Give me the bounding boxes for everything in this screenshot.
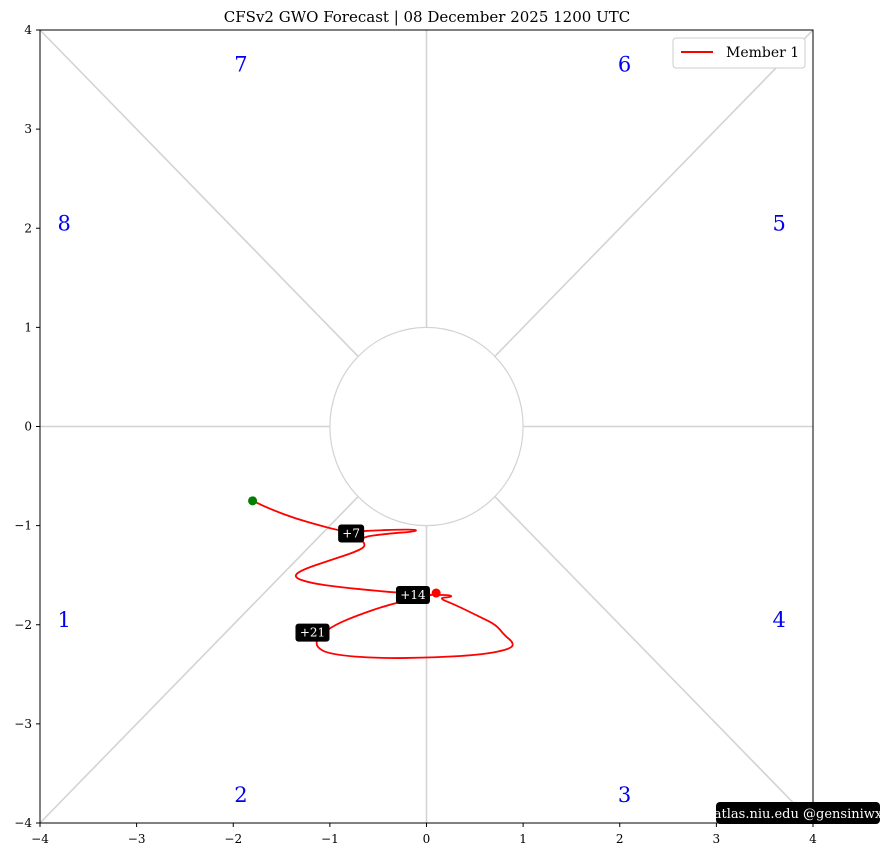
x-tick-label: 0	[423, 832, 431, 846]
series-layer	[248, 496, 514, 659]
day-label-box	[338, 524, 365, 543]
x-tick-label: 4	[809, 832, 817, 846]
phase-divider-line	[494, 29, 814, 357]
chart-title: CFSv2 GWO Forecast | 08 December 2025 12…	[224, 8, 630, 26]
phase-label-4: 4	[772, 608, 785, 632]
start-marker	[248, 496, 258, 506]
phase-label-1: 1	[57, 608, 70, 632]
phase-divider-line	[39, 496, 359, 824]
day-labels: +7 +14 +21	[295, 524, 430, 642]
phase-label-5: 5	[772, 211, 785, 235]
y-tick-label: 0	[24, 420, 32, 434]
y-tick-label: −4	[14, 816, 32, 830]
x-tick-label: −4	[31, 832, 49, 846]
y-tick-label: 1	[24, 320, 32, 334]
series-line-member-1	[252, 500, 514, 659]
credit-text: atlas.niu.edu @gensiniwx	[714, 807, 881, 822]
unit-circle	[329, 326, 524, 527]
legend-box	[672, 37, 806, 69]
phase-lines	[39, 29, 814, 824]
unit-circle-shape	[329, 326, 524, 527]
phase-label-8: 8	[57, 211, 70, 235]
y-tick-label: 3	[24, 122, 32, 136]
phase-label-3: 3	[618, 783, 631, 807]
x-tick-label: −1	[321, 832, 339, 846]
end-marker	[431, 588, 441, 598]
x-tick-label: −2	[224, 832, 242, 846]
day-label-text: +14	[400, 588, 426, 602]
x-tick-label: 3	[713, 832, 721, 846]
phase-divider-line	[494, 496, 814, 824]
day-label-box	[395, 586, 430, 605]
phase-divider-line	[39, 29, 359, 357]
phase-label-6: 6	[618, 53, 631, 77]
y-tick-label: −3	[14, 717, 32, 731]
y-tick-label: −2	[14, 618, 32, 632]
y-tick-label: 2	[24, 221, 32, 235]
x-tick-label: 2	[616, 832, 624, 846]
legend: Member 1	[672, 37, 806, 69]
y-axis-ticks: −4 −3 −2 −1 0 1 2 3 4	[14, 23, 40, 830]
credit-box	[716, 802, 880, 824]
phase-label-2: 2	[234, 783, 247, 807]
y-tick-label: 4	[24, 23, 32, 37]
day-label-box	[295, 623, 330, 642]
x-tick-label: 1	[519, 832, 527, 846]
x-axis-ticks: −4 −3 −2 −1 0 1 2 3 4	[31, 823, 817, 846]
y-tick-label: −1	[14, 519, 32, 533]
credit-badge: atlas.niu.edu @gensiniwx	[714, 802, 881, 824]
legend-entry-label: Member 1	[726, 45, 799, 61]
phase-label-7: 7	[234, 53, 247, 77]
day-label-text: +21	[300, 626, 325, 640]
day-label-text: +7	[342, 527, 360, 541]
x-tick-label: −3	[128, 832, 146, 846]
phase-labels: 1 2 3 4 5 6 7 8	[57, 53, 785, 808]
